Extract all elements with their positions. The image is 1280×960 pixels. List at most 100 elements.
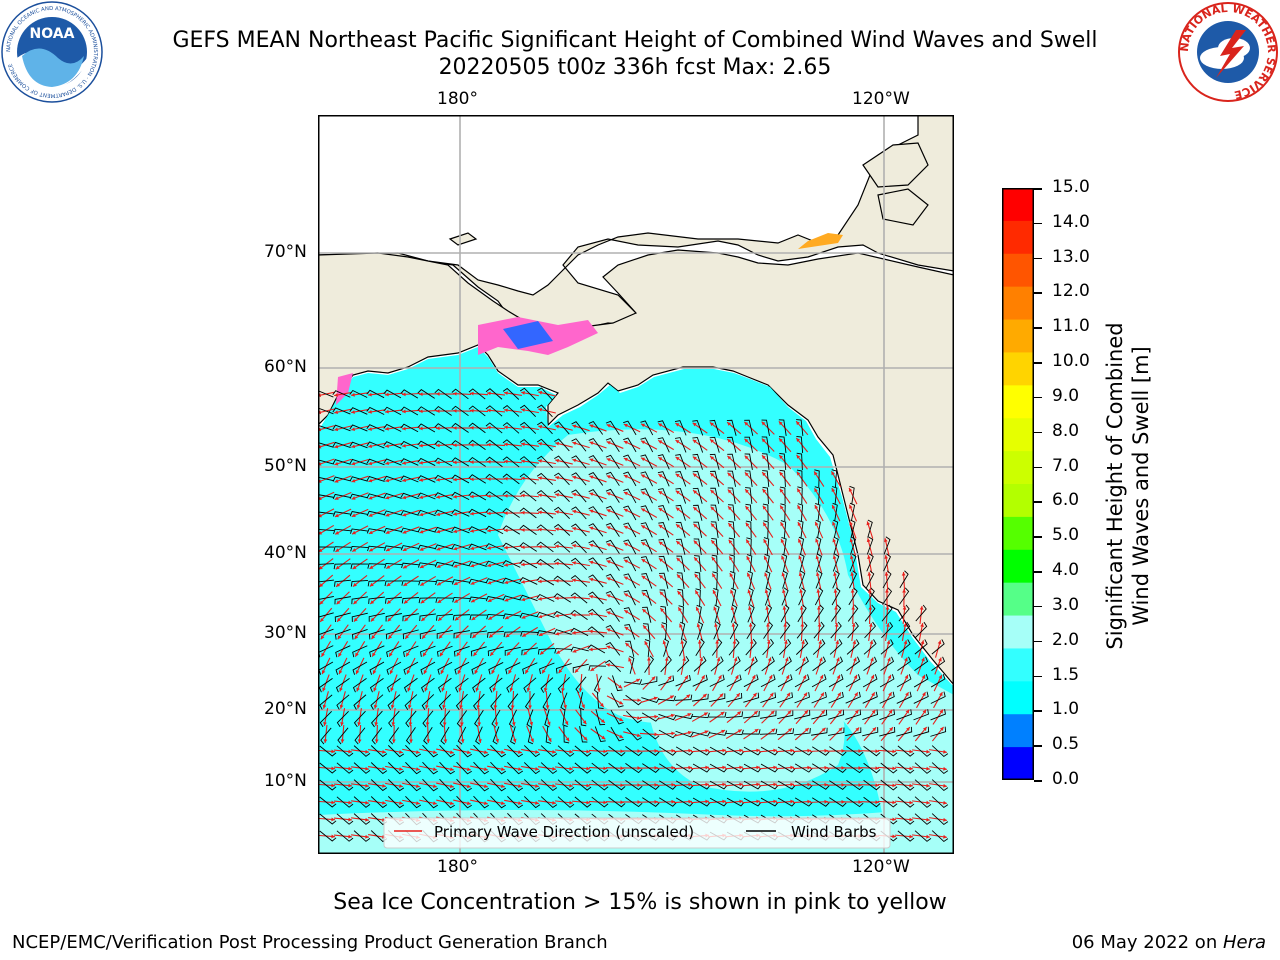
wave-arrow-head: [623, 508, 628, 513]
wind-barb: [591, 745, 609, 757]
wind-barb: [570, 627, 589, 637]
wind-barb: [473, 761, 489, 775]
wave-arrow-head: [472, 634, 477, 639]
wind-barb: [663, 638, 670, 657]
wind-barb: [520, 631, 539, 637]
wind-barb: [419, 613, 436, 622]
wind-barb: [915, 604, 927, 622]
wind-barb: [455, 677, 469, 693]
wind-barb: [712, 571, 718, 590]
wind-barb: [743, 692, 760, 703]
wind-barb: [760, 674, 776, 688]
wind-barb: [335, 661, 351, 675]
wave-arrow-head: [871, 692, 875, 697]
wind-barb: [366, 389, 385, 399]
wave-arrow-head: [659, 591, 664, 596]
wind-barb: [334, 628, 351, 640]
wave-arrow-head: [355, 670, 360, 675]
wind-barb: [830, 621, 842, 639]
wave-arrow-head: [926, 817, 930, 822]
wind-barb: [370, 796, 388, 809]
wave-arrow-head: [867, 589, 872, 593]
wave-arrow-head: [756, 748, 760, 753]
wave-arrow-head: [705, 748, 709, 753]
wave-arrow-head: [391, 739, 396, 743]
wind-barb: [676, 538, 686, 555]
wind-barb: [485, 439, 503, 451]
wave-arrow-head: [405, 634, 409, 639]
wave-arrow-head: [339, 704, 344, 709]
wind-barb: [675, 674, 691, 687]
colorbar-cell: [1002, 648, 1034, 682]
wave-arrow-head: [853, 657, 857, 662]
colorbar-tick-mark: [1034, 396, 1042, 399]
wind-barb: [762, 470, 770, 488]
wind-barb: [796, 419, 804, 437]
wave-arrow-head: [334, 393, 338, 397]
wind-barb: [553, 629, 572, 635]
wind-barb: [883, 553, 892, 572]
wave-arrow-head: [671, 748, 675, 753]
wind-barb: [913, 726, 930, 737]
wind-barb: [387, 762, 405, 775]
wave-arrow-head: [351, 461, 356, 466]
wave-arrow-head: [372, 670, 377, 675]
colorbar-tick-label: 11.0: [1052, 316, 1090, 337]
wind-barb: [610, 709, 624, 725]
wave-arrow-head: [606, 441, 611, 445]
wave-arrow-head: [782, 606, 787, 610]
wind-barb: [931, 656, 946, 671]
wave-arrow-head: [701, 675, 705, 680]
noaa-logo: NOAA NATIONAL OCEANIC AND ATMOSPHERIC AD…: [1, 1, 103, 103]
wave-arrow-head: [606, 594, 611, 598]
wind-barb: [417, 492, 436, 500]
wind-barb: [436, 645, 453, 657]
wave-arrow-head: [558, 669, 563, 674]
wind-barb: [780, 503, 786, 522]
wave-arrow-head: [449, 801, 454, 806]
wind-barb: [502, 439, 520, 451]
wind-barb: [760, 746, 779, 756]
wind-barb: [709, 674, 725, 687]
wind-barb: [349, 458, 368, 465]
wind-barb: [814, 604, 824, 622]
wave-arrow-head: [854, 709, 859, 714]
wind-barb: [899, 587, 910, 605]
wind-barb: [679, 638, 688, 657]
bottom-tick-180: 180°: [437, 857, 478, 877]
wave-arrow-head: [746, 539, 750, 544]
wind-barb: [434, 474, 453, 484]
wind-barb: [468, 456, 486, 467]
wind-barb: [794, 674, 810, 688]
colorbar-tick-mark: [1034, 640, 1042, 643]
wind-barb: [709, 763, 728, 773]
wind-barb: [352, 678, 367, 693]
wind-barb: [625, 640, 635, 657]
wave-arrow-head: [641, 474, 646, 479]
wind-barb: [349, 493, 368, 499]
wind-barb: [644, 639, 651, 658]
wind-barb: [540, 762, 558, 775]
colorbar-tick-mark: [1034, 780, 1042, 782]
wind-barb: [794, 710, 811, 720]
wave-arrow-head: [459, 705, 463, 709]
wave-arrow-head: [569, 783, 573, 788]
wind-barb: [846, 797, 864, 808]
wind-barb: [588, 420, 604, 435]
wind-barb: [333, 563, 352, 570]
wave-arrow-head: [606, 645, 611, 650]
ocean-light-central: [646, 648, 845, 792]
wind-barb: [605, 607, 620, 622]
wind-barb: [370, 762, 388, 775]
wind-barb: [931, 779, 949, 792]
wave-arrow-head: [475, 687, 480, 692]
wind-barb: [594, 726, 606, 743]
wave-arrow-head: [820, 692, 824, 697]
wave-arrow-head: [399, 750, 403, 754]
wave-arrow-head: [710, 506, 715, 511]
wind-barb: [553, 610, 572, 619]
wave-arrow-head: [336, 583, 341, 587]
wave-arrow-head: [678, 607, 682, 612]
wave-arrow-head: [922, 709, 927, 714]
wind-barb: [881, 621, 894, 639]
